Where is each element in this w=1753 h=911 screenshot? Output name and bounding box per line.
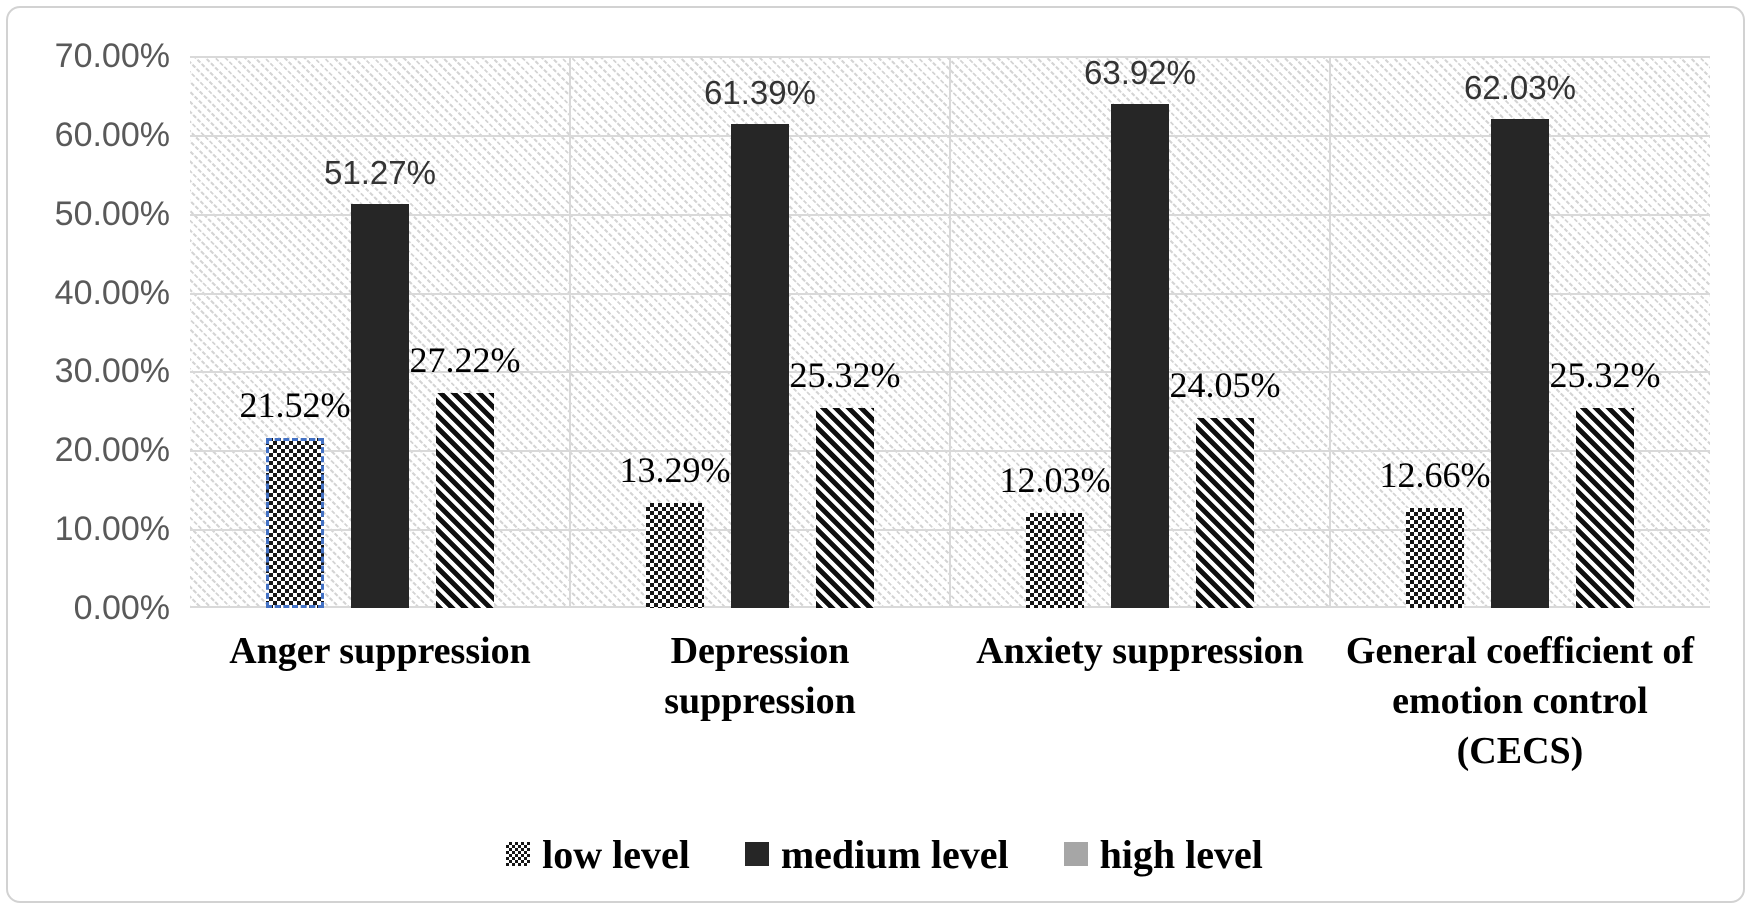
legend-item-medium-level[interactable]: medium level bbox=[744, 831, 1009, 878]
y-axis-tick-label: 20.00% bbox=[54, 431, 170, 469]
data-label: 13.29% bbox=[619, 450, 731, 490]
data-label: 12.66% bbox=[1379, 455, 1491, 495]
data-label: 21.52% bbox=[239, 385, 351, 425]
legend: low level medium level high level bbox=[8, 828, 1753, 880]
category-label: Depression suppression bbox=[560, 626, 960, 726]
bar-high-level-c1[interactable] bbox=[816, 408, 874, 608]
bar-medium-level-c1[interactable] bbox=[731, 124, 789, 608]
y-axis-tick-label: 60.00% bbox=[54, 116, 170, 154]
category-label: General coefficient of emotion control (CE… bbox=[1320, 626, 1720, 776]
bar-medium-level-c0[interactable] bbox=[351, 204, 409, 608]
category-label: Anger suppression bbox=[180, 626, 580, 676]
data-label: 12.03% bbox=[999, 460, 1111, 500]
legend-item-label: low level bbox=[542, 831, 690, 877]
category-label-line: Anger suppression bbox=[229, 630, 531, 672]
data-label: 61.39% bbox=[704, 74, 816, 111]
category-label-line: suppression bbox=[664, 680, 856, 722]
v-gridline bbox=[949, 56, 951, 608]
data-label: 24.05% bbox=[1169, 365, 1281, 405]
bar-high-level-c0[interactable] bbox=[436, 393, 494, 608]
bar-medium-level-c2[interactable] bbox=[1111, 104, 1169, 608]
bar-low-level-c2[interactable] bbox=[1026, 513, 1084, 608]
category-label-line: Depression bbox=[670, 630, 850, 672]
data-label: 63.92% bbox=[1084, 54, 1196, 91]
bar-high-level-c3[interactable] bbox=[1576, 408, 1634, 608]
bar-high-level-c2[interactable] bbox=[1196, 418, 1254, 608]
data-label: 51.27% bbox=[324, 154, 436, 191]
legend-item-high-level[interactable]: high level bbox=[1063, 831, 1263, 878]
category-label-line: (CECS) bbox=[1456, 730, 1584, 772]
category-label-line: Anxiety suppression bbox=[976, 630, 1304, 672]
data-label: 27.22% bbox=[409, 340, 521, 380]
legend-swatch-icon bbox=[506, 842, 531, 866]
category-label-line: General coefficient of bbox=[1345, 630, 1695, 672]
category-axis[interactable]: Anger suppression Depression suppression An… bbox=[190, 626, 1710, 816]
chart-frame: 70.00% 60.00% 50.00% 40.00% 30.00% 20.00% 10.0… bbox=[6, 6, 1745, 903]
category-label: Anxiety suppression bbox=[940, 626, 1340, 676]
y-axis-tick-label: 70.00% bbox=[54, 37, 170, 75]
y-axis-tick-label: 10.00% bbox=[54, 510, 170, 548]
legend-swatch-icon bbox=[1063, 842, 1088, 866]
y-axis-tick-label: 40.00% bbox=[54, 274, 170, 312]
bar-low-level-c3[interactable] bbox=[1406, 508, 1464, 608]
plot-area[interactable]: 21.52% 13.29% 12.03% 12.66% 51.27% 61.39% 63.9… bbox=[190, 54, 1710, 608]
y-axis-tick-label: 30.00% bbox=[54, 352, 170, 390]
y-axis[interactable]: 70.00% 60.00% 50.00% 40.00% 30.00% 20.00% 10.0… bbox=[8, 37, 170, 627]
bar-low-level-c1[interactable] bbox=[646, 503, 704, 608]
category-label-line: emotion control bbox=[1392, 680, 1648, 722]
data-label: 25.32% bbox=[789, 355, 901, 395]
y-axis-tick-label: 0.00% bbox=[73, 589, 170, 627]
legend-item-low-level[interactable]: low level bbox=[506, 831, 690, 878]
v-gridline bbox=[1329, 56, 1331, 608]
bar-medium-level-c3[interactable] bbox=[1491, 119, 1549, 608]
legend-swatch-icon bbox=[744, 842, 769, 866]
legend-item-label: high level bbox=[1099, 831, 1263, 877]
bar-low-level-c0[interactable] bbox=[266, 438, 324, 608]
v-gridline bbox=[569, 56, 571, 608]
legend-item-label: medium level bbox=[780, 831, 1009, 877]
data-label: 62.03% bbox=[1464, 69, 1576, 106]
y-axis-tick-label: 50.00% bbox=[54, 195, 170, 233]
data-label: 25.32% bbox=[1549, 355, 1661, 395]
